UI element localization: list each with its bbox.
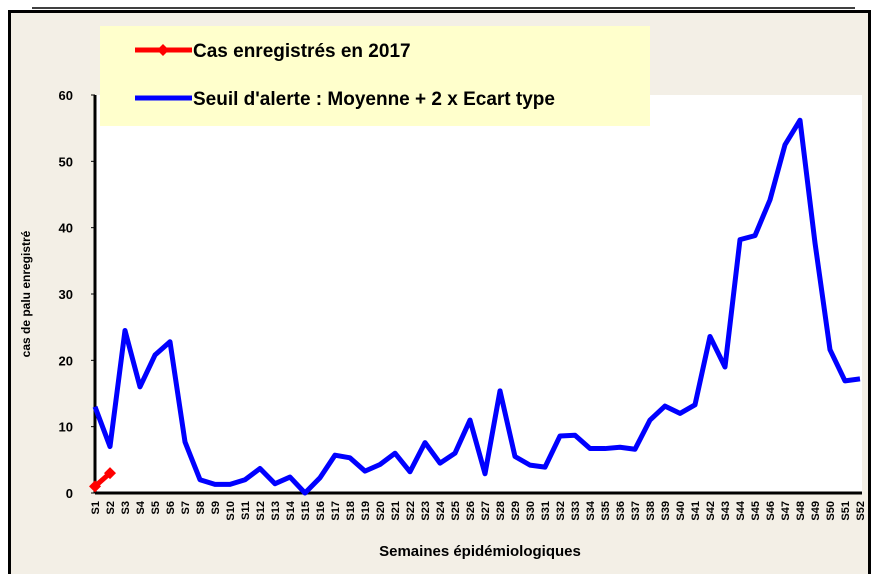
x-tick-label: S26 xyxy=(465,501,477,521)
series-line xyxy=(92,117,861,496)
x-tick-label: S32 xyxy=(555,501,567,521)
x-tick-label: S48 xyxy=(795,501,807,521)
x-tick-label: S28 xyxy=(495,501,507,521)
legend-box xyxy=(100,26,650,126)
point-marker xyxy=(89,480,101,493)
x-tick-label: S5 xyxy=(150,501,162,514)
x-tick-label: S11 xyxy=(240,501,252,520)
x-tick-label: S9 xyxy=(210,501,222,514)
x-tick-label: S12 xyxy=(255,501,267,521)
legend-label: Seuil d'alerte : Moyenne + 2 x Ecart typ… xyxy=(193,89,555,110)
x-tick-label: S4 xyxy=(135,500,147,514)
x-tick-label: S50 xyxy=(825,501,837,521)
x-tick-label: S42 xyxy=(705,501,717,521)
x-tick-label: S43 xyxy=(720,501,732,521)
x-tick-label: S49 xyxy=(810,501,822,521)
x-tick-label: S17 xyxy=(330,501,342,521)
legend-label: Cas enregistrés en 2017 xyxy=(193,41,411,62)
x-tick-label: S30 xyxy=(525,501,537,521)
x-tick-label: S8 xyxy=(195,501,207,514)
x-tick-label: S35 xyxy=(600,501,612,521)
x-tick-label: S46 xyxy=(765,501,777,521)
x-tick-label: S14 xyxy=(285,500,297,520)
x-tick-label: S1 xyxy=(90,501,102,514)
x-tick-label: S47 xyxy=(780,501,792,521)
y-tick-label: 30 xyxy=(59,287,73,302)
x-tick-label: S2 xyxy=(105,501,117,514)
x-tick-label: S24 xyxy=(435,500,447,520)
x-tick-label: S36 xyxy=(615,501,627,521)
x-tick-label: S33 xyxy=(570,501,582,521)
y-tick-label: 60 xyxy=(59,88,73,103)
x-tick-label: S18 xyxy=(345,501,357,521)
x-tick-label: S13 xyxy=(270,501,282,521)
x-tick-label: S10 xyxy=(225,501,237,521)
x-tick-label: S39 xyxy=(660,501,672,521)
x-tick-label: S16 xyxy=(315,501,327,521)
legend-marker xyxy=(157,44,169,56)
x-tick-label: S23 xyxy=(420,501,432,521)
x-tick-label: S34 xyxy=(585,500,597,520)
x-tick-label: S25 xyxy=(450,501,462,521)
y-tick-label: 20 xyxy=(59,353,73,368)
x-tick-label: S20 xyxy=(375,501,387,521)
plot-area xyxy=(95,95,862,493)
x-axis-title: Semaines épidémiologiques xyxy=(379,543,581,560)
y-tick-label: 0 xyxy=(66,486,73,501)
y-tick-label: 40 xyxy=(59,221,73,236)
x-tick-label: S37 xyxy=(630,501,642,521)
x-tick-label: S31 xyxy=(540,501,552,521)
x-tick-label: S7 xyxy=(180,501,192,514)
x-tick-label: S38 xyxy=(645,501,657,521)
x-tick-label: S52 xyxy=(855,501,867,521)
x-tick-label: S45 xyxy=(750,501,762,521)
x-tick-label: S19 xyxy=(360,501,372,521)
x-tick-label: S6 xyxy=(165,501,177,514)
y-tick-label: 10 xyxy=(59,420,73,435)
x-tick-label: S22 xyxy=(405,501,417,521)
x-tick-label: S51 xyxy=(840,501,852,521)
y-axis-title: cas de palu enregistré xyxy=(19,230,33,357)
x-tick-label: S3 xyxy=(120,501,132,514)
y-tick-label: 50 xyxy=(59,154,73,169)
x-tick-label: S44 xyxy=(735,500,747,520)
x-tick-label: S29 xyxy=(510,501,522,521)
x-tick-label: S40 xyxy=(675,501,687,521)
x-tick-label: S15 xyxy=(300,501,312,521)
x-tick-label: S41 xyxy=(690,501,702,521)
x-tick-label: S27 xyxy=(480,501,492,521)
point-marker xyxy=(104,467,116,480)
x-tick-label: S21 xyxy=(390,501,402,521)
